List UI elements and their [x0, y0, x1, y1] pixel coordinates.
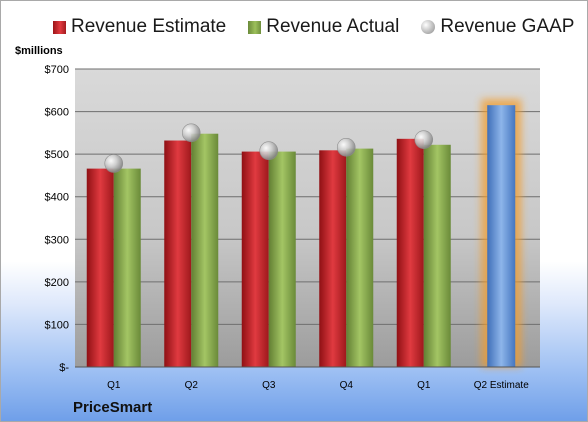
bar-revenue-actual	[346, 148, 374, 367]
legend-label-revenue-gaap: Revenue GAAP	[440, 16, 575, 37]
marker-revenue-gaap	[336, 138, 356, 157]
legend: Revenue Estimate Revenue Actual Revenue …	[53, 16, 574, 38]
plot-area	[75, 69, 540, 367]
marker-revenue-gaap	[414, 130, 434, 149]
y-tick-label: $500	[45, 149, 69, 161]
bar-revenue-actual	[423, 144, 451, 367]
y-tick-label: $200	[45, 277, 69, 289]
bar-revenue-estimate	[319, 150, 347, 367]
legend-item-revenue-gaap: Revenue GAAP	[421, 16, 574, 38]
legend-label-revenue-actual: Revenue Actual	[266, 16, 400, 37]
bar-revenue-actual	[268, 151, 296, 367]
legend-swatch-revenue-actual	[248, 20, 262, 34]
y-axis-unit-label: $millions	[15, 45, 63, 57]
x-tick-label: Q1	[417, 380, 431, 391]
bar-revenue-estimate	[86, 168, 114, 367]
bar-revenue-estimate	[241, 151, 269, 367]
marker-revenue-gaap	[181, 123, 201, 143]
y-tick-label: $700	[45, 64, 69, 76]
bar-revenue-estimate	[396, 138, 424, 367]
y-tick-label: $300	[45, 234, 69, 246]
bar-q2-estimate	[487, 105, 516, 367]
legend-item-revenue-estimate: Revenue Estimate	[53, 16, 226, 38]
y-tick-label: $-	[59, 362, 69, 374]
x-tick-label: Q2 Estimate	[474, 380, 529, 391]
marker-revenue-gaap	[104, 154, 124, 173]
y-tick-label: $400	[45, 192, 69, 204]
company-label: PriceSmart	[73, 399, 153, 416]
y-tick-label: $600	[45, 107, 69, 119]
bar-revenue-actual	[113, 168, 141, 367]
legend-label-revenue-estimate: Revenue Estimate	[71, 16, 227, 37]
x-tick-label: Q3	[262, 380, 276, 391]
legend-marker-revenue-gaap	[421, 20, 436, 34]
legend-item-revenue-actual: Revenue Actual	[248, 16, 399, 38]
bar-revenue-estimate	[164, 140, 192, 367]
bar-revenue-actual	[191, 133, 219, 367]
x-tick-label: Q1	[107, 380, 121, 391]
x-tick-label: Q2	[185, 380, 199, 391]
x-tick-label: Q4	[340, 380, 354, 391]
marker-revenue-gaap	[259, 141, 279, 161]
legend-swatch-revenue-estimate	[53, 20, 66, 34]
y-tick-label: $100	[45, 319, 69, 331]
